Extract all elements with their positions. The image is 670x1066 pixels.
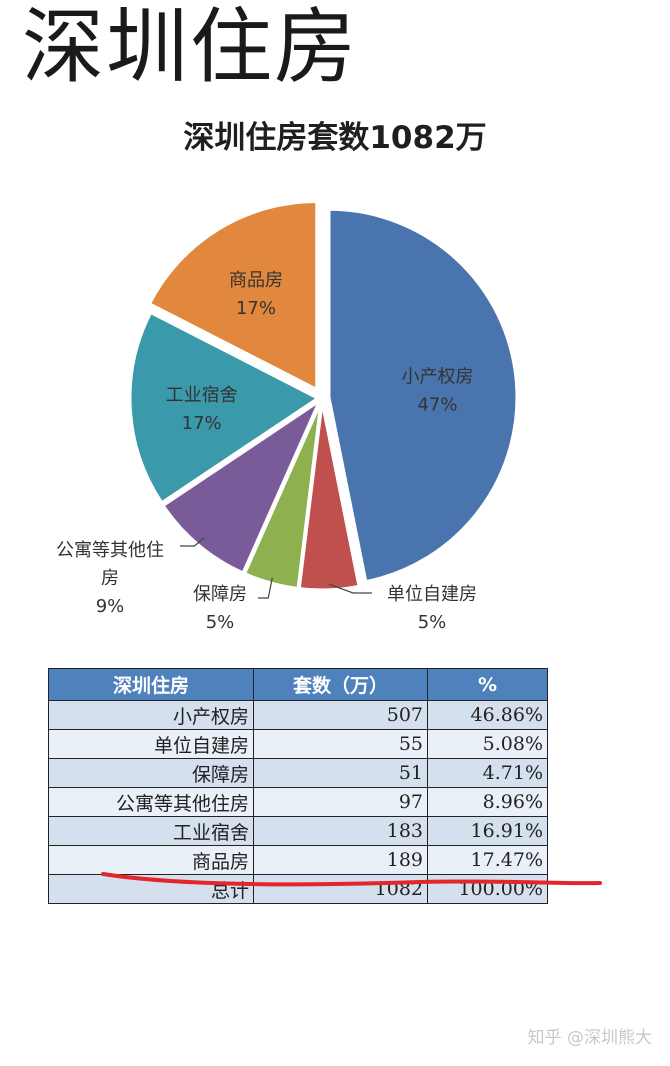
cell-units: 1082 <box>253 874 428 904</box>
leader-line <box>180 537 205 547</box>
cell-percent: 8.96% <box>427 787 548 817</box>
cell-percent: 46.86% <box>427 700 548 730</box>
pie-chart: 小产权房 47% 工业宿舍 17% 商品房 17% 单位自建房 5% 保障房 5% 公寓等其他住房 9… <box>56 199 519 633</box>
cell-type: 总计 <box>48 874 254 904</box>
table-row: 公寓等其他住房 97 8.96% <box>48 787 548 817</box>
chart-title: 深圳住房套数1082万 <box>183 120 487 156</box>
cell-type: 商品房 <box>48 845 254 875</box>
cell-percent: 16.91% <box>427 816 548 846</box>
slice-label-small-property: 小产权房 47% <box>401 367 473 416</box>
cell-type: 单位自建房 <box>48 729 254 759</box>
table-row: 小产权房 507 46.86% <box>48 700 548 730</box>
slice-label-commercial: 商品房 17% <box>229 270 283 319</box>
pie-slice-small-property <box>327 207 519 584</box>
cell-units: 183 <box>253 816 428 846</box>
cell-units: 97 <box>253 787 428 817</box>
leader-line <box>258 577 273 599</box>
cell-percent: 4.71% <box>427 758 548 788</box>
table-row: 商品房 189 17.47% <box>48 845 548 875</box>
header-percent: % <box>427 668 548 701</box>
slice-label-unit-self-built: 单位自建房 5% <box>387 584 477 633</box>
slice-label-affordable: 保障房 5% <box>193 584 247 633</box>
pie-slice-apartment-other <box>161 396 323 575</box>
table-header-row: 深圳住房 套数（万） % <box>48 668 548 701</box>
slice-label-apartment-other: 公寓等其他住房 9% <box>56 540 164 617</box>
cell-type: 公寓等其他住房 <box>48 787 254 817</box>
table-row: 保障房 51 4.71% <box>48 758 548 788</box>
table-row: 工业宿舍 183 16.91% <box>48 816 548 846</box>
leader-line <box>328 583 372 594</box>
cell-units: 189 <box>253 845 428 875</box>
cell-type: 保障房 <box>48 758 254 788</box>
cell-type: 小产权房 <box>48 700 254 730</box>
table-total-row: 总计 1082 100.00% <box>48 874 548 904</box>
header-housing-type: 深圳住房 <box>48 668 254 701</box>
page-heading: 深圳住房 <box>22 0 359 95</box>
cell-percent: 5.08% <box>427 729 548 759</box>
pie-slice-dormitory <box>128 310 321 505</box>
watermark: 知乎 @深圳熊大 <box>527 1028 652 1048</box>
data-table: 深圳住房 套数（万） % 小产权房 507 46.86% 单位自建房 55 5.… <box>48 668 548 904</box>
slice-label-dormitory: 工业宿舍 17% <box>166 385 238 434</box>
cell-type: 工业宿舍 <box>48 816 254 846</box>
cell-percent: 17.47% <box>427 845 548 875</box>
header-units: 套数（万） <box>253 668 428 701</box>
pie-slice-commercial <box>147 199 319 392</box>
table-row: 单位自建房 55 5.08% <box>48 729 548 759</box>
cell-units: 507 <box>253 700 428 730</box>
cell-percent: 100.00% <box>427 874 548 904</box>
cell-units: 55 <box>253 729 428 759</box>
cell-units: 51 <box>253 758 428 788</box>
